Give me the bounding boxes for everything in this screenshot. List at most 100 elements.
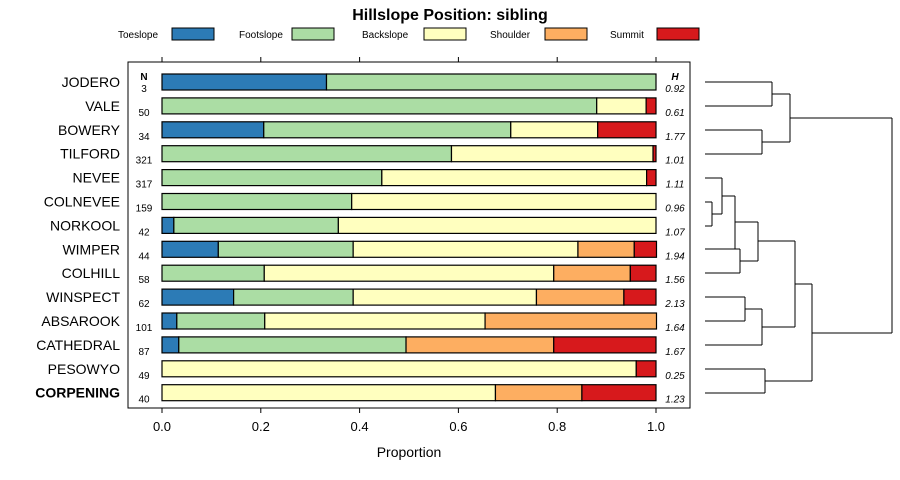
row-h-value: 1.11 — [666, 180, 685, 191]
row-n-value: 42 — [138, 227, 150, 238]
bar-segment — [629, 264, 657, 282]
row-h-value: 0.25 — [665, 371, 685, 382]
bar-segment — [510, 121, 599, 139]
dendrogram-branch — [705, 296, 746, 322]
row-h-value: 0.92 — [665, 84, 685, 95]
bar-segment — [161, 121, 265, 139]
bar-segment — [645, 97, 657, 115]
bar-segment — [161, 312, 178, 330]
legend-swatch — [171, 27, 215, 41]
plot-panel — [127, 61, 691, 409]
bar-segment — [450, 145, 654, 163]
row-n-value: 87 — [138, 347, 150, 358]
bar-segment — [405, 336, 555, 354]
legend-swatch — [423, 27, 467, 41]
legend-label: Summit — [610, 30, 644, 41]
dendrogram-branch — [705, 248, 741, 274]
x-tick-label: 1.0 — [647, 419, 665, 434]
row-n-value: 40 — [138, 395, 150, 406]
x-tick-label: 0.4 — [351, 419, 369, 434]
x-tick-label: 0.6 — [449, 419, 467, 434]
bar-segment — [161, 360, 637, 378]
legend-label: Footslope — [239, 30, 283, 41]
bar-segment — [264, 312, 486, 330]
bar-rows: JODERO 3 0.92 VALE 50 0.61 BOWERY 34 1.77 TILFORD… — [35, 73, 685, 406]
bar-segment — [577, 240, 635, 258]
legend-label: Backslope — [362, 30, 409, 41]
bar-segment — [233, 288, 354, 306]
row-label: WIMPER — [62, 241, 120, 257]
row-h-value: 0.96 — [665, 204, 685, 215]
bar-segment — [596, 97, 647, 115]
h-header: H — [671, 72, 679, 83]
row-h-value: 0.61 — [665, 108, 684, 119]
bar-segment — [597, 121, 657, 139]
bar-segment — [581, 384, 657, 402]
row-n-value: 159 — [136, 204, 153, 215]
legend-swatch — [656, 27, 700, 41]
bar-segment — [178, 336, 407, 354]
row-label: PESOWYO — [48, 361, 120, 377]
row-n-value: 321 — [136, 156, 153, 167]
bar-segment — [484, 312, 658, 330]
row-label: COLNEVEE — [44, 194, 120, 210]
dendrogram-branch — [705, 368, 766, 394]
bar-segment — [352, 288, 538, 306]
legend: Toeslope Footslope Backslope Shoulder Summit — [118, 27, 700, 41]
bar-segment — [176, 312, 266, 330]
dendrogram-branch — [762, 93, 791, 143]
legend-label: Shoulder — [490, 30, 531, 41]
dendrogram-branch — [735, 221, 759, 262]
row-label: JODERO — [62, 74, 120, 90]
legend-label: Toeslope — [118, 30, 158, 41]
dendrogram-branch — [790, 117, 893, 334]
x-axis: 0.0 0.2 0.4 0.6 0.8 1.0 — [153, 57, 665, 434]
bar-segment — [535, 288, 625, 306]
row-n-value: 44 — [138, 251, 150, 262]
bar-segment — [161, 336, 180, 354]
row-n-value: 50 — [138, 108, 150, 119]
bar-segment — [494, 384, 583, 402]
dendrogram — [705, 81, 893, 394]
row-h-value: 1.07 — [665, 227, 685, 238]
bar-segment — [635, 360, 657, 378]
dendrogram-branch — [758, 240, 796, 328]
row-label: COLHILL — [62, 265, 121, 281]
bar-segment — [161, 97, 598, 115]
bar-segment — [553, 264, 631, 282]
bar-segment — [351, 192, 657, 211]
dendrogram-branch — [705, 177, 723, 215]
row-h-value: 1.56 — [665, 275, 685, 286]
row-h-value: 1.64 — [665, 323, 685, 334]
bar-segment — [161, 169, 383, 187]
dendrogram-branch — [705, 195, 736, 250]
dendrogram-branch — [765, 283, 813, 382]
bar-segment — [217, 240, 354, 258]
bar-segment — [652, 145, 657, 163]
bar-segment — [173, 216, 339, 234]
bar-segment — [161, 288, 235, 306]
bar-segment — [161, 384, 497, 402]
dendrogram-branch — [705, 129, 763, 155]
bar-segment — [337, 216, 657, 234]
n-header: N — [140, 72, 147, 83]
bar-segment — [633, 240, 658, 258]
chart-title: Hillslope Position: sibling — [352, 7, 548, 24]
row-label: VALE — [85, 98, 120, 114]
row-n-value: 317 — [136, 180, 153, 191]
row-label: NEVEE — [73, 170, 120, 186]
bar-segment — [325, 73, 657, 91]
bar-segment — [352, 240, 579, 258]
row-n-value: 62 — [138, 299, 150, 310]
dendrogram-branch — [705, 308, 763, 346]
row-n-value: 58 — [138, 275, 150, 286]
bar-segment — [646, 169, 657, 187]
bar-segment — [381, 169, 648, 187]
row-n-value: 49 — [138, 371, 150, 382]
dendrogram-branch — [705, 81, 773, 107]
bar-segment — [161, 216, 175, 234]
dendrogram-branch — [705, 201, 713, 227]
row-h-value: 1.67 — [665, 347, 685, 358]
row-label: ABSAROOK — [41, 313, 120, 329]
